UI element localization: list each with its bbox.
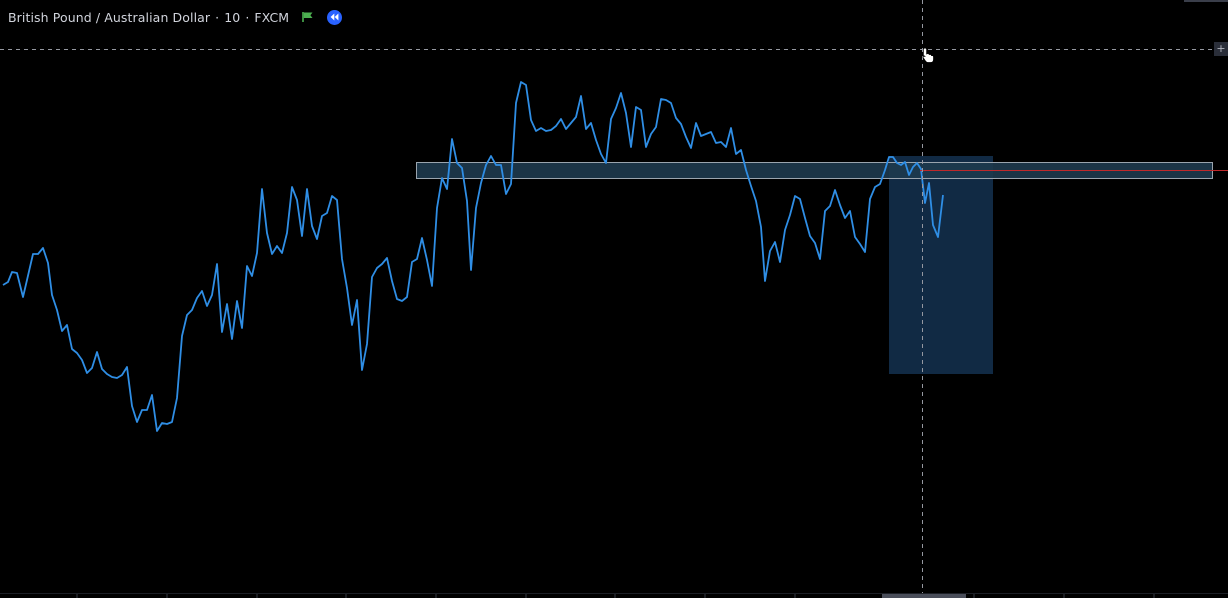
flag-icon[interactable]	[302, 11, 314, 23]
separator-1: ·	[215, 9, 220, 25]
chart-legend-header: British Pound / Australian Dollar · 10 ·…	[8, 8, 343, 26]
plus-icon[interactable]: +	[1214, 42, 1228, 56]
vertical-zone	[889, 156, 993, 374]
symbol-name[interactable]: British Pound / Australian Dollar	[8, 9, 211, 25]
interval-label[interactable]: 10	[224, 9, 241, 25]
series-layer	[2, 81, 944, 432]
hand-cursor-icon	[922, 47, 934, 63]
x-axis-highlight	[882, 594, 966, 598]
exchange-label: FXCM	[254, 9, 290, 25]
zones-layer	[416, 156, 1213, 374]
price-series-line	[2, 81, 944, 432]
rewind-icon[interactable]	[327, 9, 343, 25]
top-edge-highlight	[1184, 0, 1228, 2]
separator-2: ·	[245, 9, 250, 25]
